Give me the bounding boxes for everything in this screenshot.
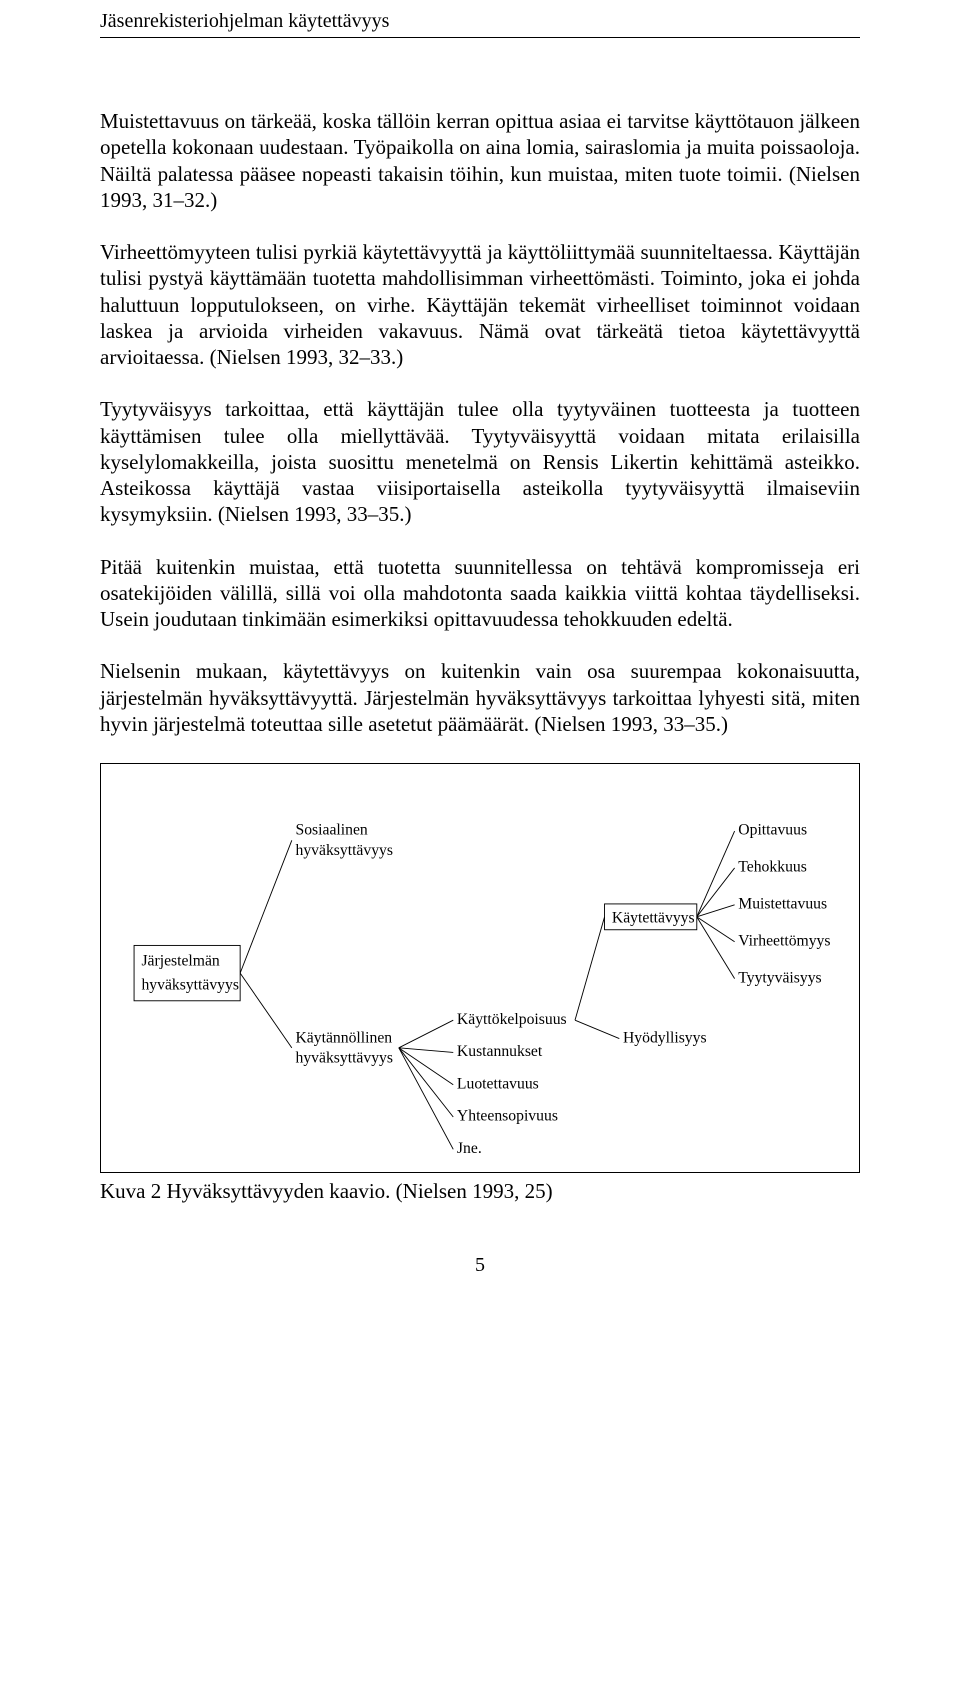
diagram-node-label-root-1: Järjestelmän <box>141 953 219 970</box>
figure-caption: Kuva 2 Hyväksyttävyyden kaavio. (Nielsen… <box>100 1179 860 1204</box>
diagram-node-label-social-2: hyväksyttävyys <box>296 842 394 859</box>
diagram-node-label-usefulness: Käyttökelpoisuus <box>457 1011 567 1028</box>
diagram-edge <box>697 868 735 917</box>
diagram-node-label-learn: Opittavuus <box>738 822 807 839</box>
diagram-node-label-effic: Tehokkuus <box>738 859 807 876</box>
paragraph-3: Tyytyväisyys tarkoittaa, että käyttäjän … <box>100 396 860 527</box>
diagram-node-label-errors: Virheettömyys <box>738 932 830 949</box>
diagram-node-label-compat: Yhteensopivuus <box>457 1108 558 1125</box>
diagram-edge <box>575 1020 619 1038</box>
paragraph-1: Muistettavuus on tärkeää, koska tällöin … <box>100 108 860 213</box>
diagram-edge <box>697 917 735 979</box>
paragraph-4: Pitää kuitenkin muistaa, että tuotetta s… <box>100 554 860 633</box>
diagram-node-label-satisf: Tyytyväisyys <box>738 969 821 986</box>
diagram-node-label-utility: Hyödyllisyys <box>623 1029 707 1046</box>
acceptability-diagram: Järjestelmän hyväksyttävyys Sosiaalinen hyv… <box>111 784 849 1162</box>
diagram-node-label-reliability: Luotettavuus <box>457 1075 539 1092</box>
diagram-node-label-cost: Kustannukset <box>457 1043 543 1060</box>
diagram-node-label-social-1: Sosiaalinen <box>296 822 368 839</box>
paragraph-5: Nielsenin mukaan, käytettävyys on kuiten… <box>100 658 860 737</box>
diagram-edge <box>697 917 735 942</box>
diagram-edge <box>697 831 735 917</box>
diagram-edge <box>399 1048 453 1117</box>
diagram-node-label-practical-2: hyväksyttävyys <box>296 1050 394 1067</box>
head-rule <box>100 37 860 38</box>
diagram-node-label-memor: Muistettavuus <box>738 896 827 913</box>
diagram-edge <box>399 1020 453 1048</box>
diagram-edge <box>240 840 292 973</box>
diagram-edge <box>399 1048 453 1053</box>
diagram-edge <box>697 905 735 917</box>
running-head: Jäsenrekisteriohjelman käytettävyys <box>100 0 860 37</box>
page: Jäsenrekisteriohjelman käytettävyys Muis… <box>0 0 960 1317</box>
diagram-node-label-practical-1: Käytännöllinen <box>296 1029 393 1046</box>
diagram-edge <box>240 973 292 1048</box>
diagram-node-label-etc: Jne. <box>457 1140 482 1157</box>
diagram-frame: Järjestelmän hyväksyttävyys Sosiaalinen hyv… <box>100 763 860 1173</box>
diagram-node-label-usability: Käytettävyys <box>612 909 695 926</box>
page-number: 5 <box>100 1254 860 1277</box>
paragraph-2: Virheettömyyteen tulisi pyrkiä käytettäv… <box>100 239 860 370</box>
diagram-edge <box>575 917 605 1020</box>
diagram-edge <box>399 1048 453 1085</box>
diagram-edge <box>399 1048 453 1149</box>
diagram-node-label-root-2: hyväksyttävyys <box>141 977 239 994</box>
